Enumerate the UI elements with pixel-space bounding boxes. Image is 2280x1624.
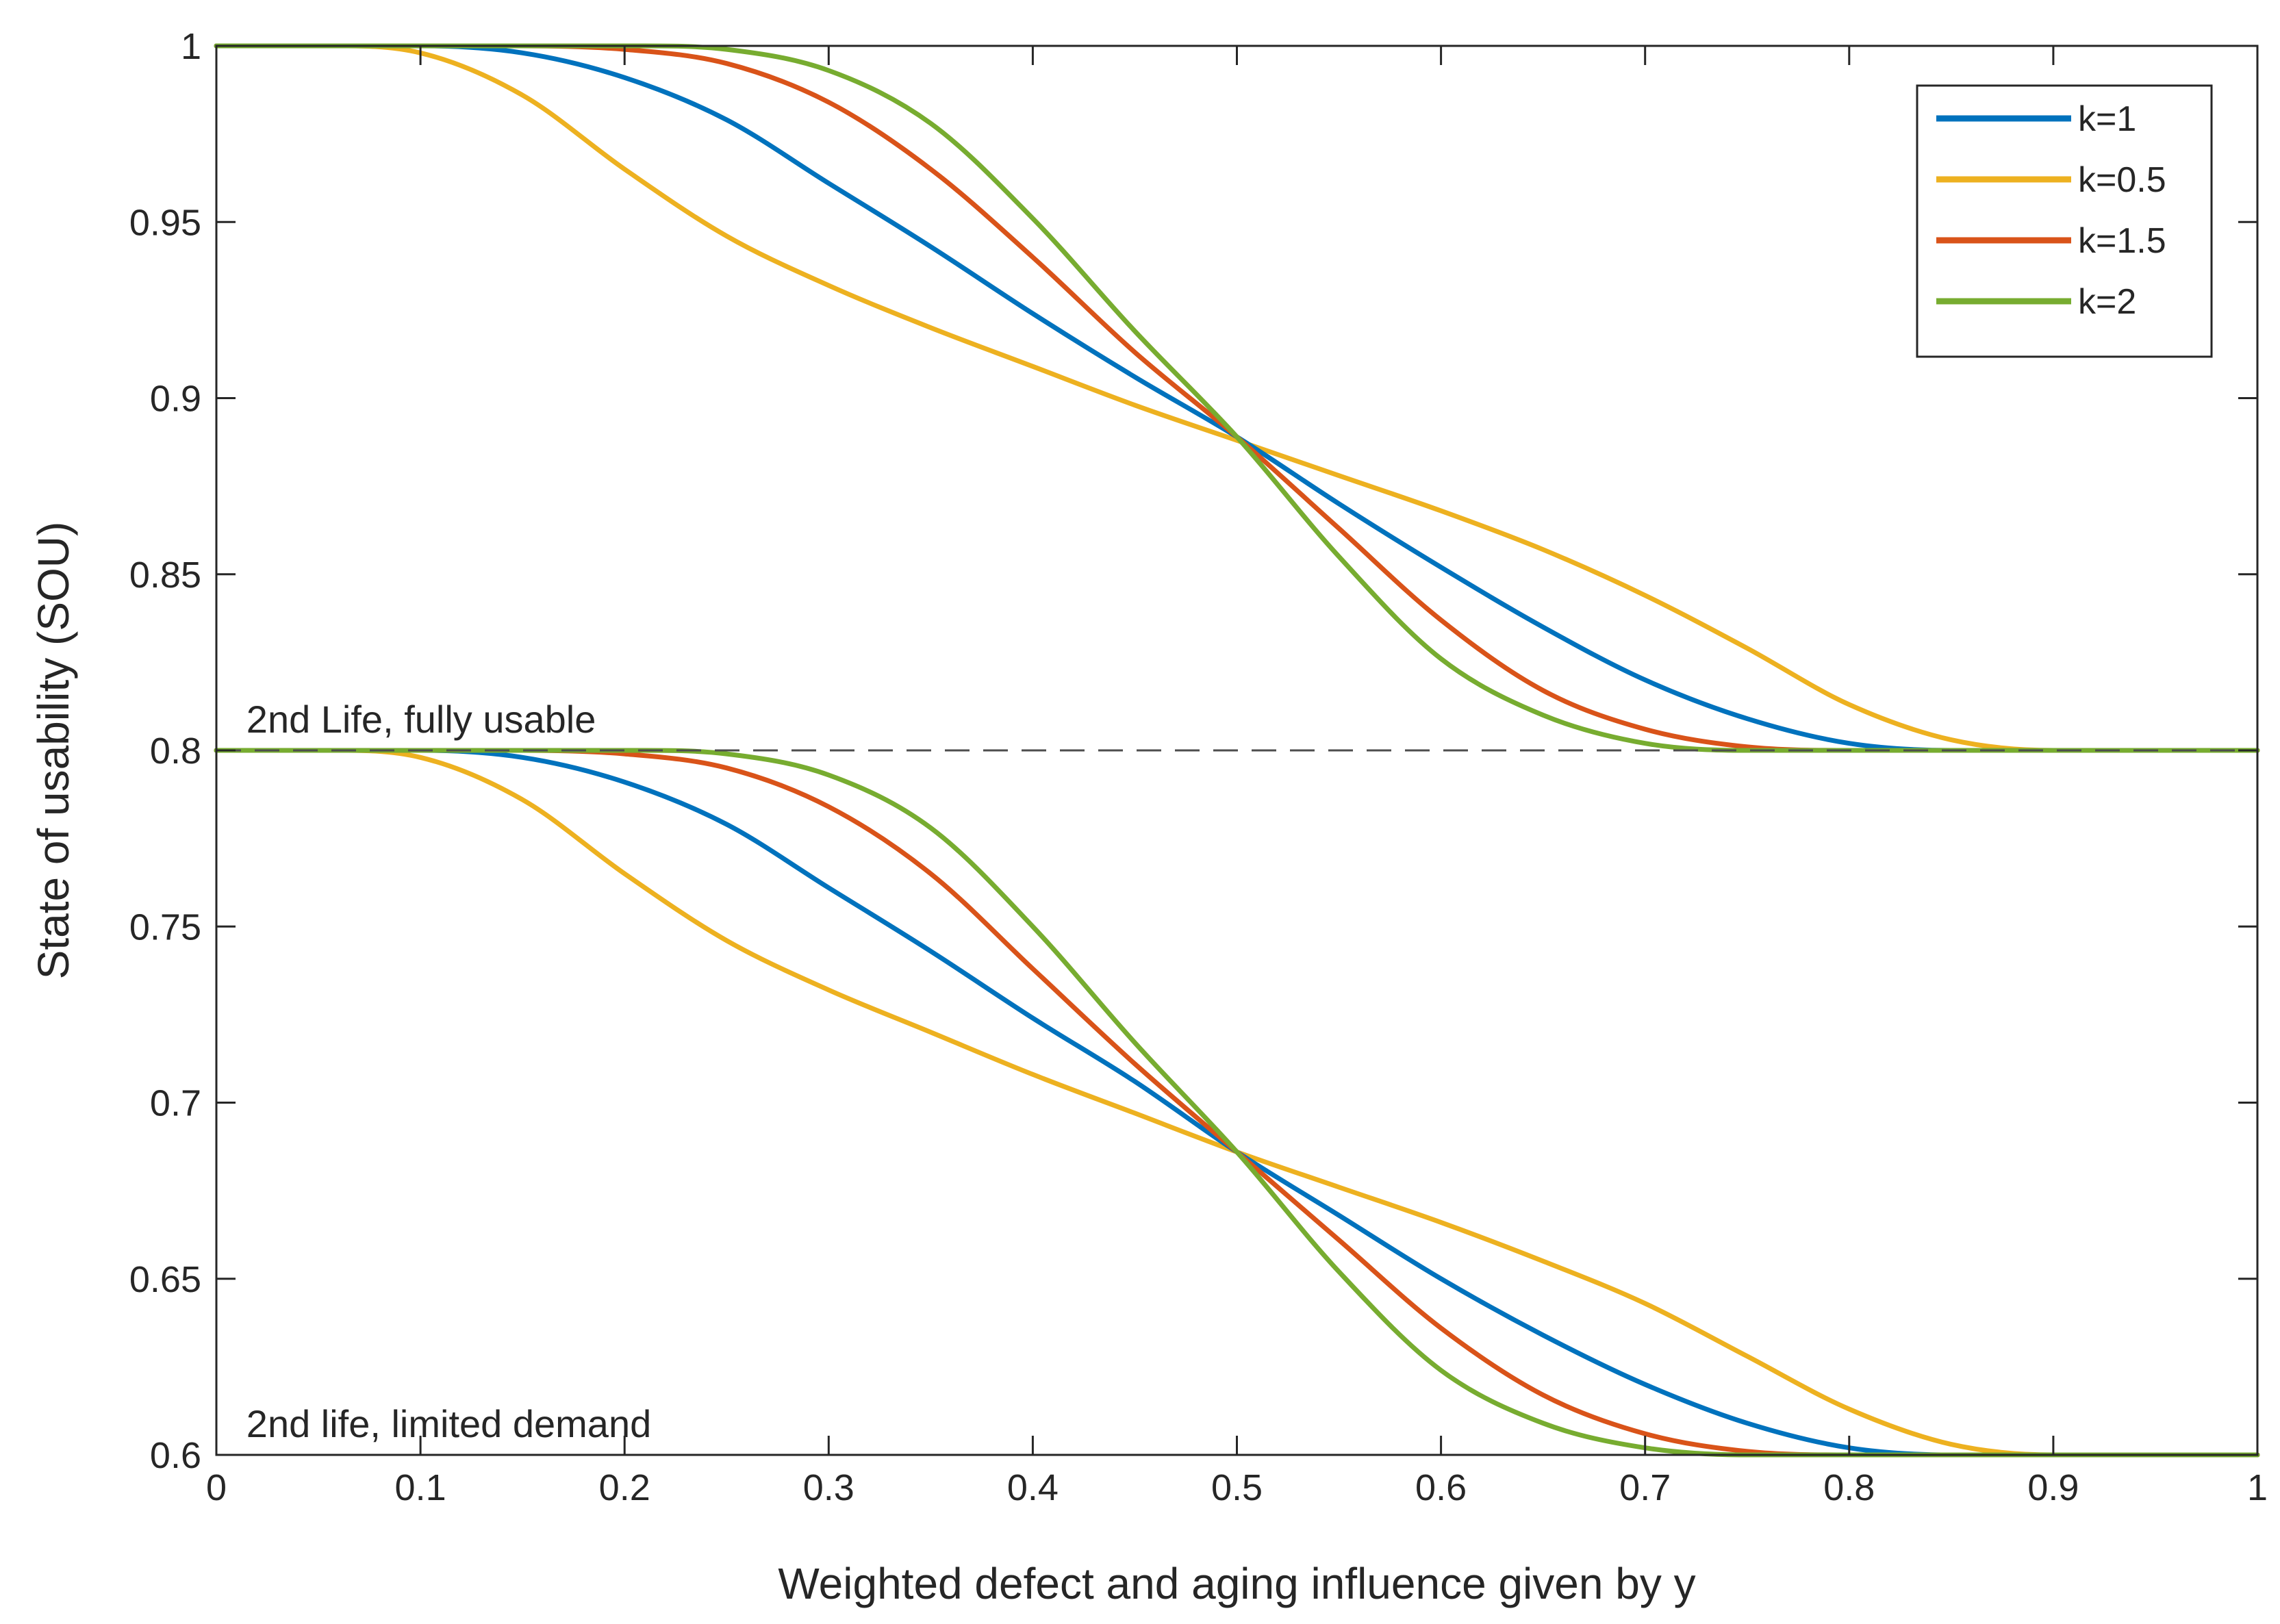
legend-box: [1916, 84, 2213, 358]
x-tick-label: 0.6: [1415, 1467, 1467, 1508]
legend-label-k-2: k=2: [2078, 282, 2136, 322]
legend-label-k-1: k=1: [2078, 99, 2136, 139]
ticks-layer: 0 0.1 0.2 0.3 0.4 0.5 0.6 0.7 0.8 0.9 1 0.6 0.65 0.7 0…: [129, 26, 2268, 1508]
y-tick-label: 0.9: [150, 379, 201, 420]
legend: k=1 k=0.5 k=1.5 k=2: [1916, 84, 2213, 358]
x-tick-label: 0.1: [395, 1467, 446, 1508]
y-tick-label: 0.8: [150, 731, 201, 772]
annotations-layer: 2nd Life, fully usable 2nd life, limited …: [246, 698, 651, 1445]
y-tick-label: 0.95: [129, 202, 201, 243]
y-tick-label: 1: [181, 26, 201, 67]
annotation-0: 2nd Life, fully usable: [246, 698, 596, 741]
x-tick-label: 0.7: [1619, 1467, 1671, 1508]
x-tick-label: 0.9: [2027, 1467, 2079, 1508]
x-tick-label: 0.4: [1007, 1467, 1059, 1508]
x-tick-label: 0.5: [1211, 1467, 1263, 1508]
x-tick-label: 0.2: [599, 1467, 650, 1508]
x-tick-label: 1: [2247, 1467, 2268, 1508]
y-axis-label: State of usability (SOU): [29, 522, 78, 980]
y-tick-label: 0.65: [129, 1259, 201, 1300]
annotation-1: 2nd life, limited demand: [246, 1402, 651, 1445]
x-tick-label: 0: [206, 1467, 227, 1508]
y-tick-label: 0.85: [129, 555, 201, 596]
x-tick-label: 0.8: [1823, 1467, 1875, 1508]
legend-label-k-1-5: k=1.5: [2078, 221, 2166, 261]
y-tick-label: 0.75: [129, 906, 201, 948]
legend-label-k-0-5: k=0.5: [2078, 160, 2166, 200]
x-tick-label: 0.3: [803, 1467, 854, 1508]
y-tick-label: 0.6: [150, 1435, 201, 1476]
x-axis-label: Weighted defect and aging influence give…: [778, 1559, 1695, 1608]
y-tick-label: 0.7: [150, 1083, 201, 1124]
